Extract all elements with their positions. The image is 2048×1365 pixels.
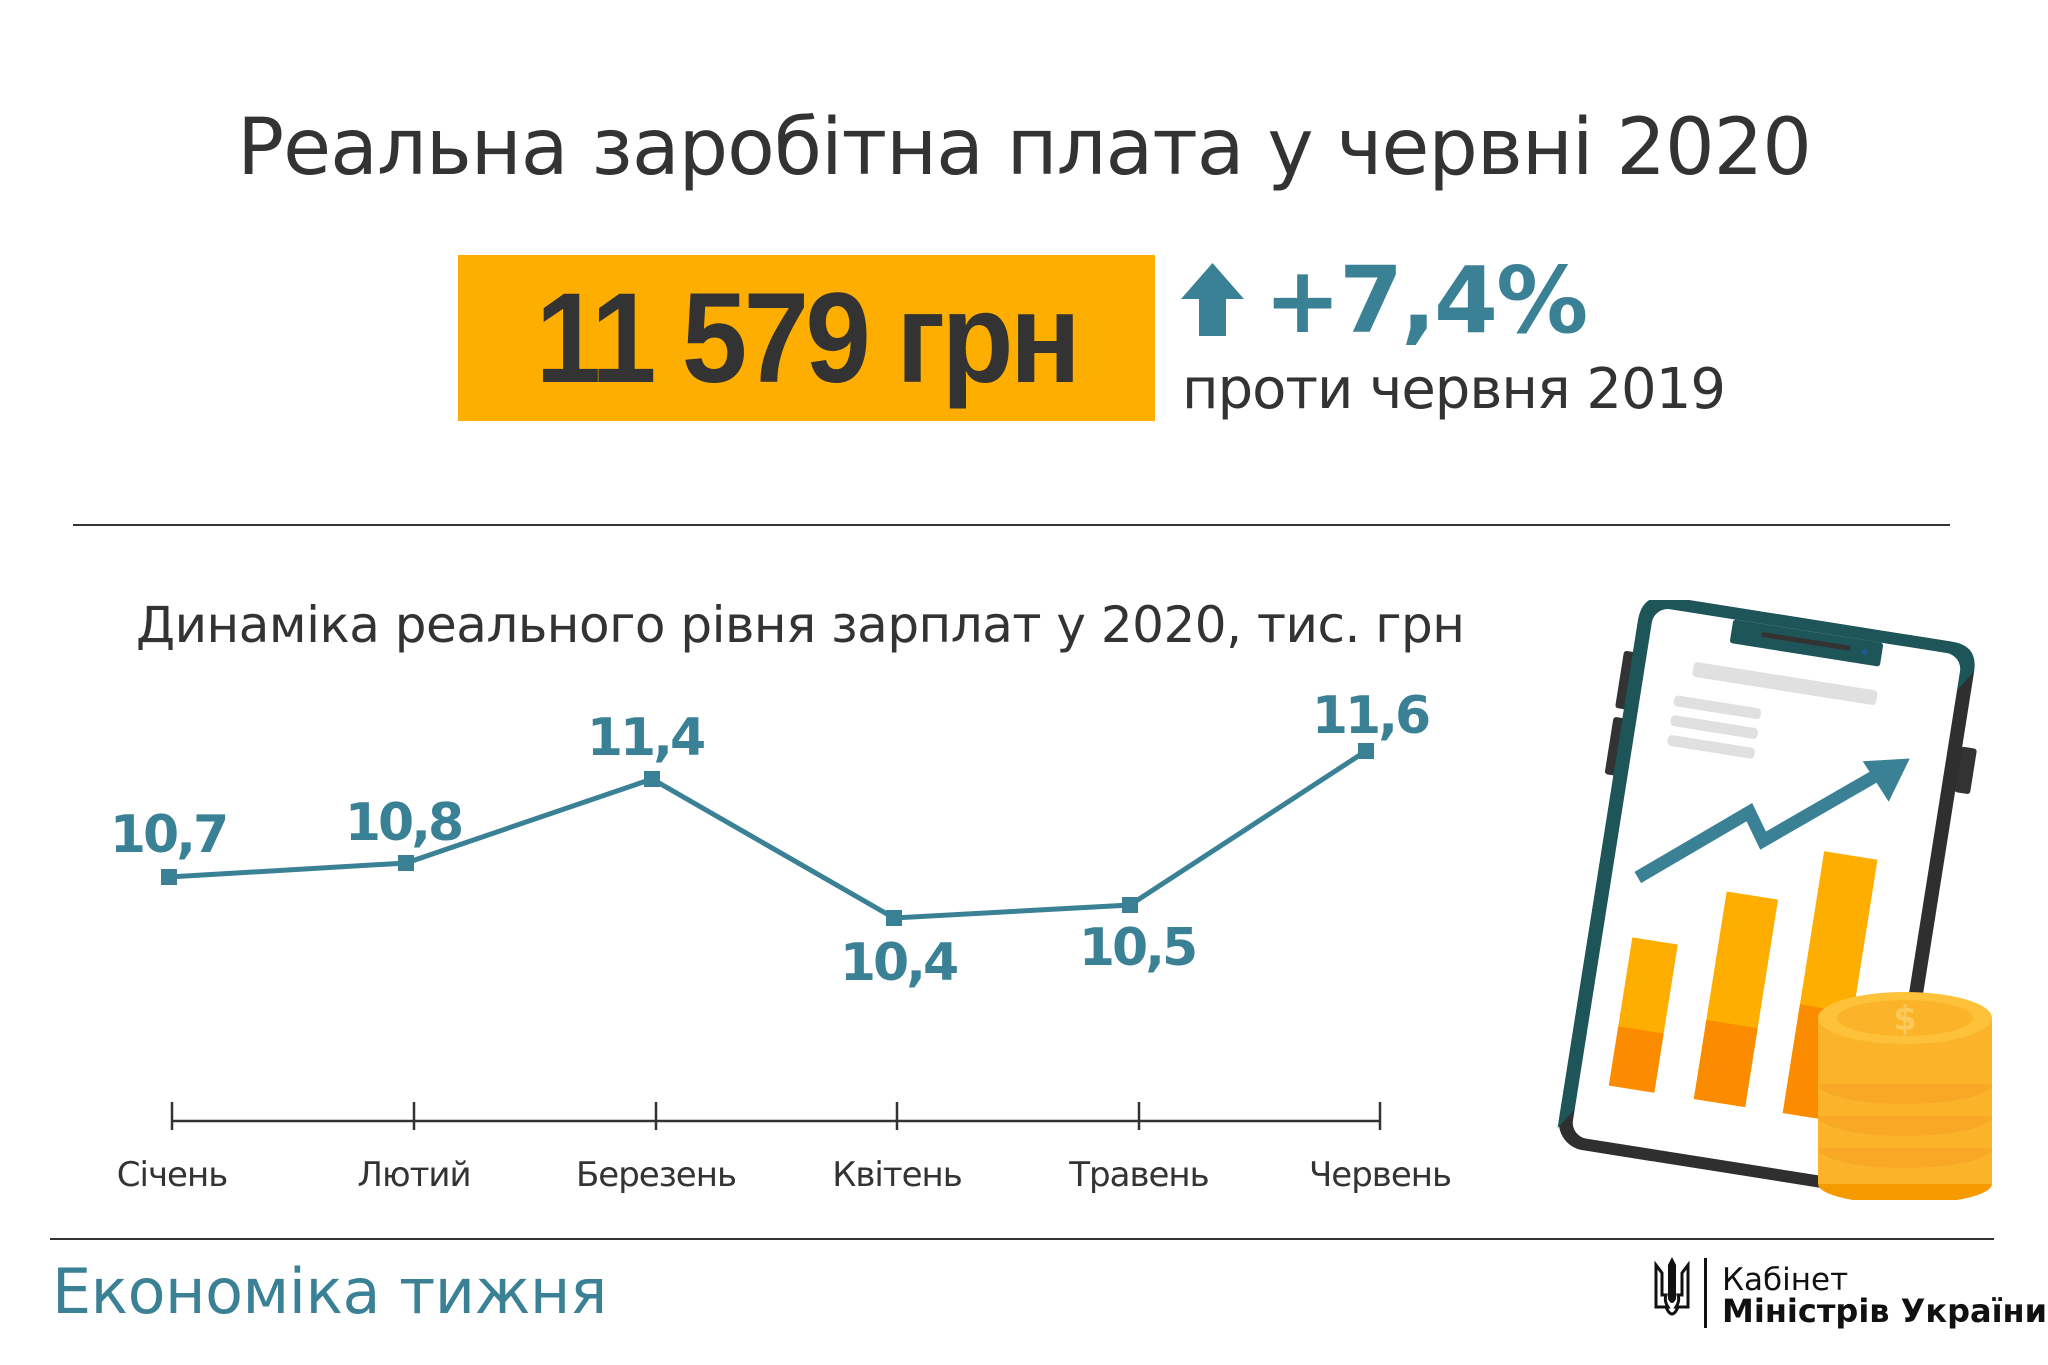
x-tick-label: Січень — [117, 1155, 227, 1195]
data-point — [398, 855, 414, 871]
divider — [50, 1238, 1994, 1240]
data-label: 11,4 — [587, 708, 704, 768]
chart-title: Динаміка реального рівня зарплат у 2020,… — [136, 596, 1465, 654]
svg-text:$: $ — [1893, 999, 1917, 1039]
data-markers — [161, 743, 1374, 926]
x-tick-label: Квітень — [832, 1155, 962, 1195]
data-point — [644, 771, 660, 787]
x-tick-label: Лютий — [357, 1155, 470, 1195]
salary-value: 11 579 грн — [535, 266, 1081, 410]
data-label: 10,4 — [840, 933, 957, 993]
org-name-line2: Міністрів України — [1722, 1292, 2048, 1330]
data-point — [886, 910, 902, 926]
x-axis-labels: Січень Лютий Березень Квітень Травень Че… — [117, 1155, 1452, 1195]
divider — [73, 524, 1950, 526]
data-point — [161, 869, 177, 885]
arrow-up-icon — [1181, 263, 1244, 336]
data-label: 10,7 — [110, 805, 226, 865]
data-labels: 10,7 10,8 11,4 10,4 10,5 11,6 — [110, 686, 1432, 993]
org-name-line1: Кабінет — [1722, 1262, 1849, 1298]
coin-stack-icon: $ — [1818, 992, 1992, 1200]
data-point — [1358, 743, 1374, 759]
ukraine-trident-icon — [1654, 1257, 1690, 1316]
x-axis — [170, 1102, 1382, 1130]
change-percent: +7,4% — [1264, 247, 1588, 354]
page-title: Реальна заробітна плата у червні 2020 — [237, 103, 1812, 193]
brand-name: Економіка тижня — [52, 1255, 607, 1328]
x-tick-label: Червень — [1309, 1155, 1451, 1195]
data-label: 10,5 — [1079, 918, 1195, 978]
comparison-text: проти червня 2019 — [1182, 357, 1726, 422]
chart-line — [168, 748, 1368, 921]
value-highlight-box — [458, 255, 1155, 421]
x-tick-label: Березень — [576, 1155, 736, 1195]
data-label: 10,8 — [345, 793, 461, 853]
data-label: 11,6 — [1312, 686, 1429, 746]
phone-growth-chart-with-coins-icon: $ — [1557, 600, 1992, 1200]
data-point — [1122, 897, 1138, 913]
logo-separator — [1704, 1258, 1707, 1328]
x-tick-label: Травень — [1068, 1155, 1208, 1195]
